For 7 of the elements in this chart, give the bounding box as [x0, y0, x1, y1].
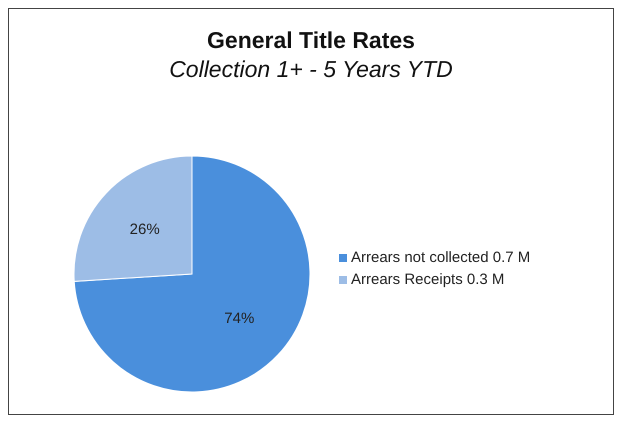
chart-subtitle: Collection 1+ - 5 Years YTD — [168, 56, 454, 83]
data-label: 26% — [130, 221, 160, 238]
chart-title: General Title Rates — [206, 27, 416, 54]
pie-slice — [74, 156, 310, 392]
data-label: 74% — [224, 310, 254, 327]
legend-label: Arrears not collected 0.7 M — [351, 248, 530, 268]
legend-label: Arrears Receipts 0.3 M — [351, 270, 504, 290]
